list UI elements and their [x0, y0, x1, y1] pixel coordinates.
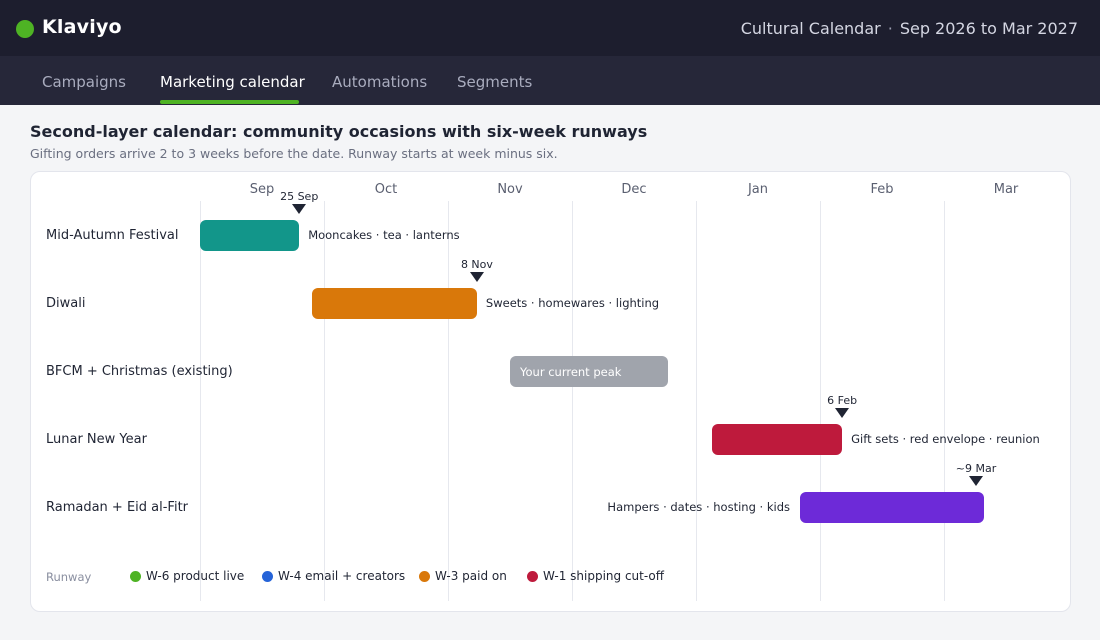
legend-item: W-3 paid on — [419, 569, 507, 583]
legend-item: W-6 product live — [130, 569, 244, 583]
runway-bar[interactable] — [800, 492, 984, 523]
row-label: Ramadan + Eid al-Fitr — [46, 500, 189, 515]
bar-note: Hampers · dates · hosting · kids — [607, 500, 790, 514]
tab-campaigns[interactable]: Campaigns — [42, 73, 127, 91]
legend-dot-icon — [262, 570, 273, 582]
event-date-label: 6 Feb — [827, 394, 858, 407]
event-marker-icon — [969, 476, 983, 486]
legend-dot-icon — [130, 570, 141, 582]
month-label: Feb — [870, 182, 894, 197]
legend-title: Runway — [46, 570, 92, 584]
month-gridline — [200, 201, 201, 601]
bar-inner-label: Your current peak — [520, 365, 622, 379]
month-label: Mar — [993, 182, 1019, 197]
month-gridline — [696, 201, 697, 601]
tab-marketing-calendar[interactable]: Marketing calendar — [160, 73, 305, 91]
runway-bar[interactable]: Your current peak — [510, 356, 668, 387]
legend-item: W-4 email + creators — [262, 569, 405, 583]
row-label: Mid-Autumn Festival — [46, 228, 179, 243]
month-label: Nov — [497, 182, 523, 197]
tab-segments[interactable]: Segments — [457, 73, 533, 91]
month-gridline — [944, 201, 945, 601]
context-title: Cultural Calendar — [740, 19, 881, 38]
event-date-label: 25 Sep — [280, 190, 319, 203]
legend-dot-icon — [527, 570, 538, 582]
top-bar: Klaviyo Cultural Calendar · Sep 2026 to Ma… — [0, 0, 1100, 56]
header-separator: · — [887, 19, 893, 38]
bar-note: Sweets · homewares · lighting — [485, 296, 660, 310]
row-label: Lunar New Year — [46, 432, 147, 447]
event-marker-icon — [835, 408, 850, 418]
legend-dot-icon — [419, 570, 430, 582]
month-label: Jan — [747, 182, 769, 197]
nav-bar: Campaigns Marketing calendar Automations… — [0, 56, 1100, 105]
month-gridline — [572, 201, 573, 601]
month-label: Dec — [621, 182, 647, 197]
month-label: Oct — [374, 182, 398, 197]
month-gridline — [324, 201, 325, 601]
event-marker-icon — [292, 204, 307, 214]
row-label: Diwali — [46, 296, 86, 311]
calendar-card — [30, 171, 1071, 612]
runway-bar[interactable] — [200, 220, 300, 251]
page-subtitle: Gifting orders arrive 2 to 3 weeks befor… — [30, 146, 558, 161]
bar-note: Gift sets · red envelope · reunion — [851, 432, 1040, 446]
legend-label: W-6 product live — [146, 569, 245, 583]
event-marker-icon — [469, 272, 484, 282]
month-gridline — [820, 201, 821, 601]
brand-name[interactable]: Klaviyo — [42, 16, 122, 38]
context-header: Cultural Calendar · Sep 2026 to Mar 2027 — [741, 19, 1078, 38]
month-label: Sep — [249, 182, 275, 197]
page-title: Second-layer calendar: community occasio… — [30, 122, 648, 141]
event-date-label: 8 Nov — [460, 258, 493, 271]
runway-bar[interactable] — [311, 288, 477, 319]
brand-logo-icon — [16, 20, 34, 38]
row-label: BFCM + Christmas (existing) — [46, 364, 233, 379]
legend-label: W-1 shipping cut-off — [543, 569, 665, 583]
month-gridline — [448, 201, 449, 601]
event-date-label: ~9 Mar — [955, 462, 997, 475]
runway-bar[interactable] — [712, 424, 843, 455]
legend-label: W-4 email + creators — [278, 569, 406, 583]
legend-label: W-3 paid on — [435, 569, 507, 583]
legend-item: W-1 shipping cut-off — [527, 569, 664, 583]
active-tab-indicator — [160, 100, 299, 104]
bar-note: Mooncakes · tea · lanterns — [308, 228, 460, 242]
date-range: Sep 2026 to Mar 2027 — [899, 19, 1078, 38]
tab-automations[interactable]: Automations — [332, 73, 428, 91]
